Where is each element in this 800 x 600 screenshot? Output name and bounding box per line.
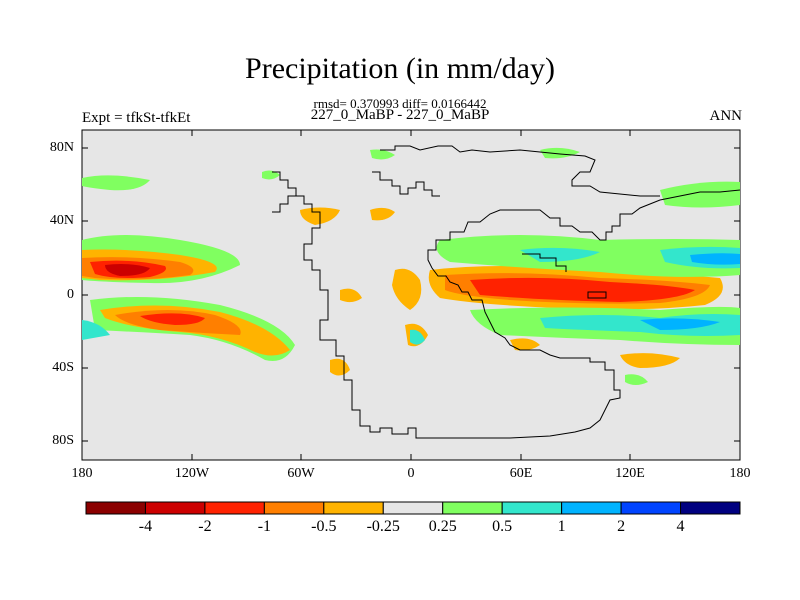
colorbar-swatch (204, 501, 265, 515)
lon-label-120w: 120W (174, 466, 210, 481)
colorbar-label: -0.5 (311, 518, 337, 535)
colorbar-swatch (263, 501, 325, 515)
lat-label-80n: 80N (49, 140, 74, 155)
colorbar-swatch (620, 501, 682, 515)
stats-text: rmsd= 0.370993 diff= 0.0166442 (313, 96, 487, 111)
map-title: Precipitation (in mm/day) (245, 52, 555, 85)
colorbar-label: 2 (617, 518, 626, 535)
colorbar (85, 501, 741, 515)
colorbar-swatch (442, 501, 503, 515)
lon-label-120e: 120E (615, 466, 645, 481)
axis-ticks (82, 130, 740, 460)
colorbar-label: 0.5 (492, 518, 513, 535)
colorbar-swatch (382, 501, 444, 515)
lon-label-60e: 60E (509, 466, 533, 481)
precip-fields (82, 147, 740, 385)
lat-label-0: 0 (67, 287, 74, 302)
lon-label-60w: 60W (287, 466, 315, 481)
colorbar-label: 1 (557, 518, 566, 535)
colorbar-label: -2 (198, 518, 212, 535)
colorbar-label: 0.25 (428, 518, 457, 535)
colorbar-swatch (501, 501, 563, 515)
colorbar-label: 4 (676, 518, 685, 535)
lon-label-0: 0 (407, 466, 415, 481)
season-label: ANN (709, 108, 743, 124)
case-label: 227_0_MaBP - 227_0_MaBP (310, 107, 490, 123)
colorbar-swatch (85, 501, 146, 515)
colorbar-swatch (561, 501, 622, 515)
lon-label-180e: 180 (729, 466, 751, 481)
experiment-label: Expt = tfkSt-tfkEt (82, 110, 191, 126)
lat-label-80s: 80S (52, 433, 74, 448)
colorbar-label: -4 (138, 518, 153, 535)
colorbar-swatch (144, 501, 206, 515)
lat-label-40n: 40N (49, 213, 74, 228)
colorbar-label: -1 (257, 518, 272, 535)
colorbar-swatch (323, 501, 384, 515)
colorbar-swatch (680, 501, 741, 515)
coastlines (272, 145, 741, 439)
lon-label-180w: 180 (71, 466, 93, 481)
lat-label-40s: 40S (52, 360, 74, 375)
colorbar-label: -0.25 (366, 518, 400, 535)
